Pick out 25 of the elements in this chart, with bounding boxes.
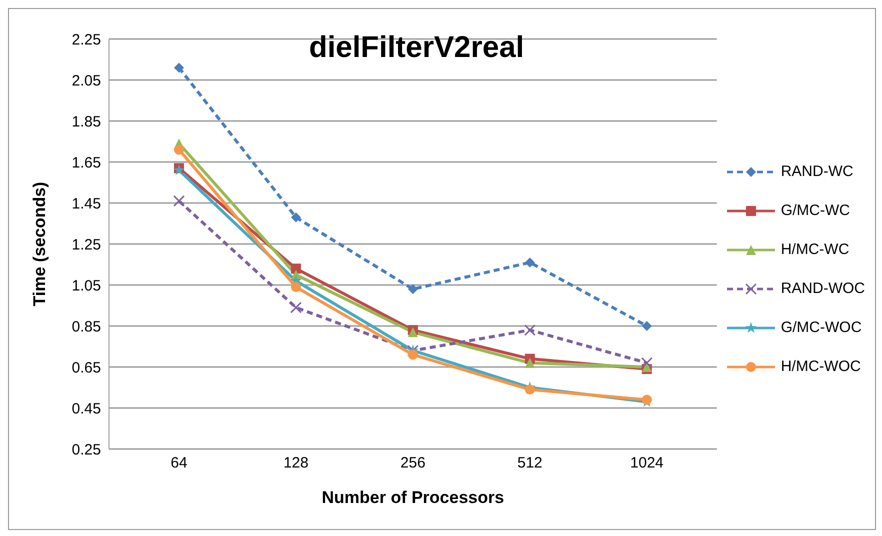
legend-label: RAND-WC — [780, 163, 854, 180]
y-tick-label: 0.25 — [72, 441, 101, 458]
x-axis-title: Number of Processors — [322, 488, 504, 507]
y-tick-label: 2.25 — [72, 31, 101, 48]
x-tick-label: 64 — [170, 454, 188, 472]
x-tick-label: 1024 — [630, 454, 664, 472]
legend-label: H/MC-WOC — [780, 358, 861, 375]
x-tick-label: 512 — [517, 454, 542, 472]
y-tick-label: 0.45 — [72, 400, 101, 418]
legend-label: H/MC-WC — [780, 241, 850, 258]
x-tick-label: 128 — [283, 454, 308, 472]
legend-label: G/MC-WC — [780, 202, 850, 219]
y-tick-label: 1.45 — [72, 195, 101, 212]
y-tick-label: 1.25 — [72, 236, 101, 254]
legend-label: G/MC-WOC — [780, 319, 862, 336]
legend-label: RAND-WOC — [780, 280, 865, 297]
x-tick-label: 256 — [400, 454, 426, 472]
y-axis-title: Time (seconds) — [30, 182, 50, 306]
y-tick-label: 0.65 — [72, 359, 101, 376]
y-tick-label: 2.05 — [72, 72, 101, 90]
y-tick-label: 1.85 — [72, 113, 101, 130]
y-tick-label: 1.05 — [72, 277, 101, 294]
chart-title: dielFilterV2real — [309, 31, 524, 65]
y-tick-label: 0.85 — [72, 318, 101, 336]
y-tick-label: 1.65 — [72, 154, 101, 172]
